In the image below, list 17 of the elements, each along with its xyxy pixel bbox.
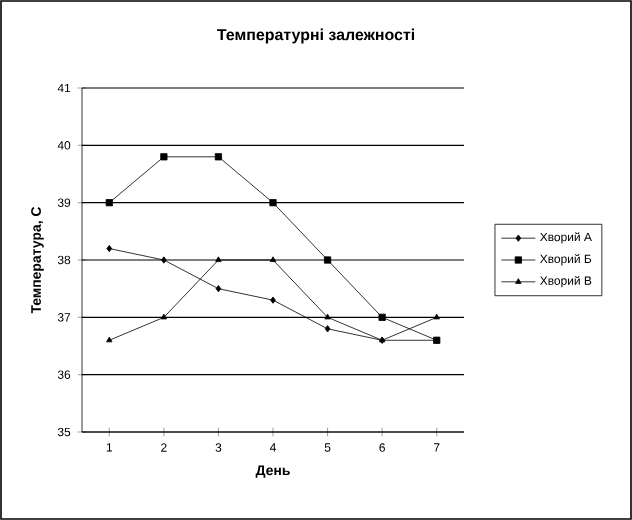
point (161, 256, 167, 264)
point (324, 313, 331, 320)
point (269, 256, 277, 262)
point (160, 153, 168, 161)
point (106, 244, 113, 253)
point (269, 199, 277, 207)
point (378, 313, 386, 321)
point (215, 285, 222, 293)
point (214, 153, 223, 161)
point (324, 325, 331, 333)
point (160, 313, 168, 320)
point (105, 199, 113, 207)
point (323, 256, 332, 264)
point (106, 336, 113, 343)
point (270, 296, 276, 304)
point (215, 256, 222, 262)
point (433, 313, 440, 320)
